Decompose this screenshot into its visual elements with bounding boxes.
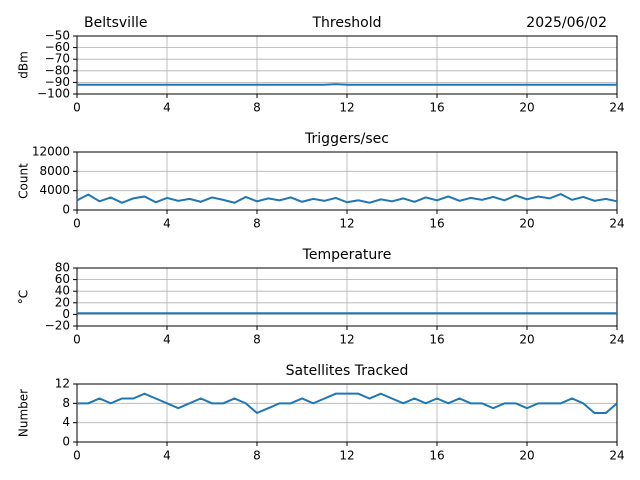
x-tick-label: 4 <box>163 449 171 463</box>
x-tick-label: 4 <box>163 333 171 347</box>
y-axis-label: dBm <box>17 51 31 79</box>
x-tick-label: 24 <box>609 101 624 115</box>
x-tick-label: 8 <box>253 217 261 231</box>
y-tick-label: 40 <box>55 284 70 298</box>
chart-title: Threshold <box>312 15 382 31</box>
y-tick-label: −70 <box>45 52 70 66</box>
x-tick-label: 12 <box>339 217 354 231</box>
plot-frame <box>76 267 618 327</box>
y-tick-label: 0 <box>62 435 70 449</box>
y-axis-label: °C <box>17 290 31 304</box>
x-tick-label: 0 <box>73 449 81 463</box>
data-line <box>77 392 618 415</box>
y-tick-label: −100 <box>37 87 70 101</box>
x-tick-label: 20 <box>519 449 534 463</box>
x-tick-label: 8 <box>253 101 261 115</box>
y-tick-label: 20 <box>55 295 70 309</box>
x-tick-label: 0 <box>73 101 81 115</box>
x-tick-label: 0 <box>73 333 81 347</box>
y-tick-label: −80 <box>45 63 70 77</box>
y-tick-label: 8 <box>62 396 70 410</box>
y-tick-label: −50 <box>45 29 70 43</box>
y-tick-label: 12 <box>55 377 70 391</box>
chart-title: Triggers/sec <box>304 131 389 147</box>
y-axis-label: Number <box>17 389 31 437</box>
y-tick-label: 8000 <box>39 164 70 178</box>
plot-frame <box>76 35 618 95</box>
x-tick-label: 20 <box>519 217 534 231</box>
x-tick-label: 24 <box>609 333 624 347</box>
y-tick-label: −20 <box>45 319 70 333</box>
x-tick-label: 20 <box>519 333 534 347</box>
x-tick-label: 4 <box>163 217 171 231</box>
x-tick-label: 16 <box>429 217 444 231</box>
x-tick-label: 8 <box>253 333 261 347</box>
y-axis-label: Count <box>17 163 31 199</box>
title-left: Beltsville <box>84 15 147 31</box>
y-tick-label: 4000 <box>39 183 70 197</box>
x-tick-label: 12 <box>339 449 354 463</box>
y-tick-label: 80 <box>55 261 70 275</box>
y-tick-label: 4 <box>62 415 70 429</box>
title-right: 2025/06/02 <box>526 15 607 31</box>
plot-frame <box>76 383 618 443</box>
x-tick-label: 0 <box>73 217 81 231</box>
x-tick-label: 16 <box>429 101 444 115</box>
y-tick-label: 0 <box>62 203 70 217</box>
x-tick-label: 12 <box>339 101 354 115</box>
x-tick-label: 4 <box>163 101 171 115</box>
chart-title: Temperature <box>302 247 392 263</box>
data-line <box>76 192 618 204</box>
x-tick-label: 24 <box>609 449 624 463</box>
x-tick-label: 24 <box>609 217 624 231</box>
y-tick-label: 12000 <box>32 145 70 159</box>
y-tick-label: −90 <box>45 75 70 89</box>
data-line <box>77 83 617 86</box>
y-tick-label: 60 <box>55 272 70 286</box>
y-tick-label: 0 <box>62 307 70 321</box>
x-tick-label: 16 <box>429 333 444 347</box>
plot-frame <box>76 151 618 211</box>
x-tick-label: 12 <box>339 333 354 347</box>
y-tick-label: −60 <box>45 40 70 54</box>
x-tick-label: 8 <box>253 449 261 463</box>
chart-title: Satellites Tracked <box>286 363 409 379</box>
x-tick-label: 20 <box>519 101 534 115</box>
x-tick-label: 16 <box>429 449 444 463</box>
